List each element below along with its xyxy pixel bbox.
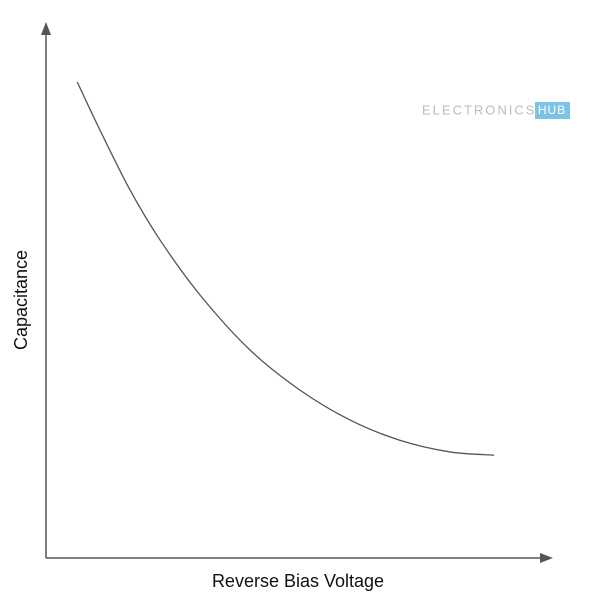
watermark: ELECTRONICS xyxy=(422,102,536,117)
watermark-badge: HUB xyxy=(538,103,566,117)
x-axis-label: Reverse Bias Voltage xyxy=(212,571,384,591)
y-axis-label: Capacitance xyxy=(11,250,31,350)
watermark-badge-bg xyxy=(535,102,570,119)
curve xyxy=(76,81,495,456)
y-axis-arrow xyxy=(41,22,51,35)
x-axis-arrow xyxy=(540,553,553,563)
